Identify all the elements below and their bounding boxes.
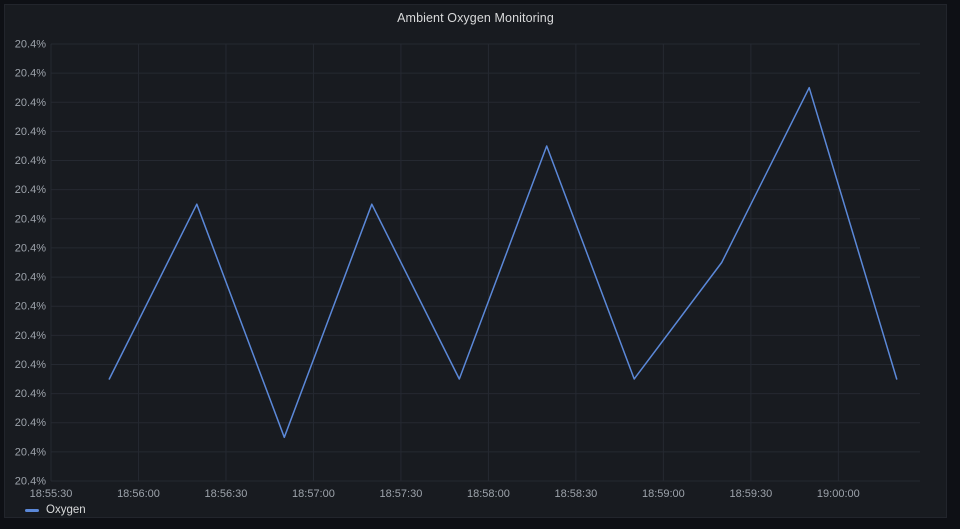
- legend: Oxygen: [25, 503, 86, 517]
- plot-area[interactable]: [51, 44, 920, 481]
- legend-series-label: Oxygen: [46, 504, 86, 516]
- panel-title[interactable]: Ambient Oxygen Monitoring: [397, 11, 554, 25]
- legend-item-oxygen[interactable]: Oxygen: [25, 503, 86, 517]
- series-color-dash-icon: [25, 508, 39, 512]
